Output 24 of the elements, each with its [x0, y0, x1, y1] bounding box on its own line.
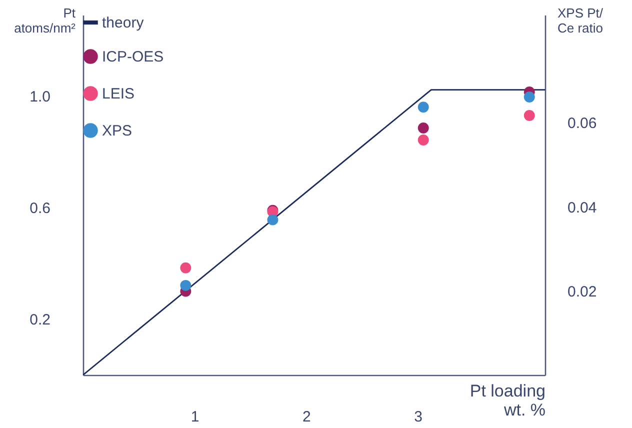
y-tick-label: 1.0 [30, 88, 50, 106]
legend-label: XPS [102, 122, 132, 140]
y-tick-label: 0.6 [30, 200, 50, 218]
point [418, 122, 429, 134]
point [524, 92, 535, 102]
point [418, 102, 429, 113]
x-tick-label: 2 [302, 408, 311, 426]
y-tick-label: 0.2 [30, 312, 50, 329]
point [524, 110, 535, 121]
x-axis-title: Pt loading wt. % [470, 382, 546, 420]
legend-label: ICP-OES [102, 48, 164, 66]
point [180, 280, 192, 291]
y2-tick-label: 0.06 [568, 115, 597, 132]
legend-label: LEIS [102, 86, 135, 102]
x-tick-label: 3 [414, 408, 422, 426]
y2-axis-title: XPS Pt/ Ce ratio [558, 6, 604, 36]
y-axis-title: Pt atoms/nm² [14, 6, 76, 36]
point [267, 214, 278, 226]
legend-label: theory [102, 14, 144, 32]
point [180, 262, 192, 274]
y2-tick-label: 0.02 [568, 283, 597, 300]
point [418, 134, 429, 146]
y2-tick-label: 0.04 [568, 199, 597, 216]
x-tick-label: 1 [190, 408, 200, 426]
